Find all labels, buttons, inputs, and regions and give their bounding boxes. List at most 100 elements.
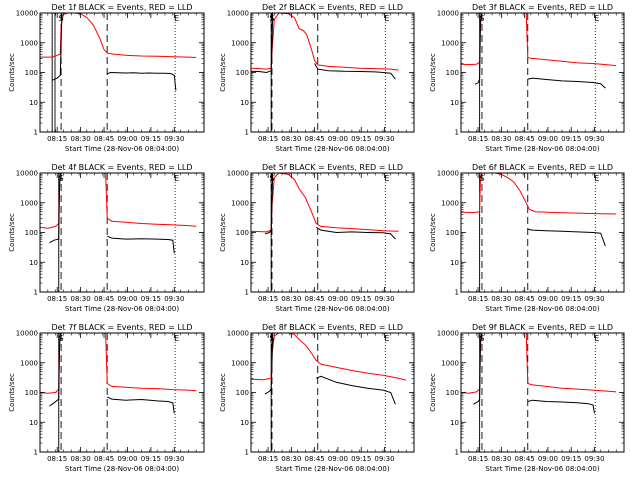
- x-tick-label: 09:30: [164, 455, 184, 463]
- y-tick-label: 100: [236, 229, 249, 237]
- y-tick-label: 10: [450, 259, 459, 267]
- y-tick-label: 100: [446, 389, 459, 397]
- series-line-black: [316, 375, 396, 405]
- series-line-black: [315, 226, 396, 240]
- y-axis-label: Counts/sec: [219, 373, 227, 412]
- x-tick-label: 09:00: [538, 135, 558, 143]
- y-tick-label: 1: [455, 289, 459, 297]
- marker-s: S: [59, 14, 64, 23]
- x-tick-label: 08:15: [258, 295, 278, 303]
- series-line-black: [264, 173, 274, 235]
- x-axis-label: Start Time (28-Nov-06 08:04:00): [485, 145, 599, 153]
- x-tick-label: 09:30: [374, 295, 394, 303]
- x-tick-label: 09:15: [351, 135, 371, 143]
- x-tick-label: 09:00: [538, 455, 558, 463]
- x-tick-label: 08:30: [281, 455, 301, 463]
- y-tick-label: 1000: [20, 39, 38, 47]
- panel-title: Det 1f BLACK = Events, RED = LLD: [51, 3, 192, 12]
- panel-6: Det 6f BLACK = Events, RED = LLD S E 1 10 100…: [429, 163, 625, 313]
- marker-e: E: [384, 174, 389, 183]
- panel-3: Det 3f BLACK = Events, RED = LLD S E 1 10 100…: [429, 3, 625, 153]
- marker-e: E: [594, 174, 599, 183]
- series-line-black: [527, 228, 606, 247]
- marker-e: E: [174, 334, 179, 343]
- x-tick-label: 09:00: [117, 295, 137, 303]
- y-tick-label: 1000: [20, 359, 38, 367]
- series-line-black: [527, 77, 606, 89]
- y-tick-label: 10: [29, 259, 38, 267]
- x-tick-label: 09:15: [141, 135, 161, 143]
- y-axis-label: Counts/sec: [429, 53, 437, 92]
- marker-e: E: [174, 14, 179, 23]
- series-group: [40, 333, 197, 414]
- y-tick-label: 1000: [231, 39, 249, 47]
- x-tick-label: 09:00: [117, 455, 137, 463]
- x-tick-label: 09:30: [584, 295, 604, 303]
- y-tick-label: 1: [34, 449, 38, 457]
- x-tick-label: 09:30: [374, 455, 394, 463]
- x-tick-label: 09:30: [164, 295, 184, 303]
- x-tick-label: 09:00: [328, 455, 348, 463]
- y-tick-label: 10000: [16, 170, 38, 178]
- series-line-black: [527, 399, 595, 414]
- panel-title: Det 6f BLACK = Events, RED = LLD: [472, 163, 613, 172]
- x-tick-label: 09:15: [351, 295, 371, 303]
- y-tick-label: 1000: [20, 199, 38, 207]
- y-axis-label: Counts/sec: [429, 213, 437, 252]
- series-group: [461, 13, 617, 89]
- series-line-black: [49, 333, 61, 407]
- series-group: [40, 173, 197, 254]
- x-tick-label: 08:45: [305, 295, 325, 303]
- series-line-black: [52, 13, 63, 81]
- y-tick-label: 10: [240, 259, 249, 267]
- panel-1: Det 1f BLACK = Events, RED = LLD S E 1 10 100…: [8, 3, 205, 153]
- x-axis-label: Start Time (28-Nov-06 08:04:00): [275, 305, 389, 313]
- series-group: [251, 173, 399, 240]
- x-tick-label: 08:30: [491, 295, 511, 303]
- series-line-red: [40, 13, 197, 58]
- panel-title: Det 4f BLACK = Events, RED = LLD: [51, 163, 192, 172]
- panel-title: Det 5f BLACK = Events, RED = LLD: [262, 163, 403, 172]
- y-tick-label: 1000: [441, 199, 459, 207]
- y-tick-label: 100: [25, 229, 38, 237]
- x-tick-label: 09:15: [351, 455, 371, 463]
- series-group: [251, 333, 407, 405]
- y-tick-label: 1: [34, 129, 38, 137]
- panel-title: Det 3f BLACK = Events, RED = LLD: [472, 3, 613, 12]
- y-tick-label: 100: [25, 69, 38, 77]
- x-tick-label: 08:15: [47, 295, 67, 303]
- marker-s: S: [59, 174, 64, 183]
- series-line-red: [105, 173, 197, 227]
- y-tick-label: 1: [34, 289, 38, 297]
- marker-s: S: [479, 174, 484, 183]
- x-tick-label: 08:30: [281, 295, 301, 303]
- marker-s: S: [269, 14, 274, 23]
- x-tick-label: 09:00: [117, 135, 137, 143]
- series-line-black: [264, 333, 274, 395]
- marker-e: E: [384, 14, 389, 23]
- x-tick-label: 08:45: [515, 135, 535, 143]
- x-tick-label: 08:30: [71, 455, 91, 463]
- x-tick-label: 08:15: [47, 455, 67, 463]
- x-tick-label: 09:00: [328, 135, 348, 143]
- y-tick-label: 1000: [441, 359, 459, 367]
- y-tick-label: 10000: [16, 10, 38, 18]
- x-tick-label: 08:45: [94, 295, 114, 303]
- y-tick-label: 1000: [231, 359, 249, 367]
- x-tick-label: 08:45: [305, 135, 325, 143]
- x-tick-label: 09:15: [561, 295, 581, 303]
- y-tick-label: 10000: [227, 10, 249, 18]
- x-tick-label: 08:45: [515, 295, 535, 303]
- series-line-red: [461, 173, 617, 215]
- x-tick-label: 08:15: [468, 295, 488, 303]
- y-tick-label: 10000: [16, 330, 38, 338]
- marker-e: E: [174, 174, 179, 183]
- x-tick-label: 08:15: [258, 455, 278, 463]
- marker-e: E: [384, 334, 389, 343]
- x-tick-label: 09:00: [538, 295, 558, 303]
- x-tick-label: 09:15: [561, 455, 581, 463]
- y-tick-label: 10000: [227, 170, 249, 178]
- panel-title: Det 8f BLACK = Events, RED = LLD: [262, 323, 403, 332]
- x-axis-label: Start Time (28-Nov-06 08:04:00): [65, 465, 179, 473]
